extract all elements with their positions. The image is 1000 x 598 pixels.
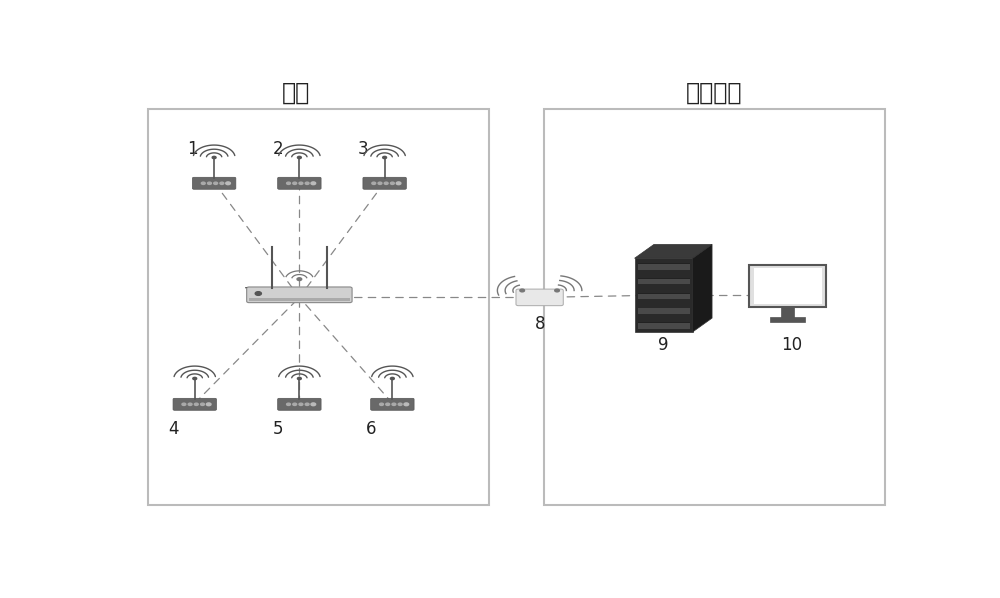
Bar [638, 323, 690, 329]
Circle shape [208, 182, 211, 184]
Circle shape [194, 403, 198, 405]
Circle shape [396, 182, 401, 185]
Circle shape [384, 182, 388, 184]
Circle shape [193, 377, 197, 380]
FancyBboxPatch shape [363, 177, 406, 190]
Bar [638, 293, 690, 294]
Circle shape [299, 403, 303, 405]
Bar [148, 109, 489, 505]
Circle shape [390, 182, 394, 184]
Bar [544, 109, 885, 505]
Circle shape [287, 182, 290, 184]
Bar [638, 264, 690, 270]
Circle shape [255, 292, 261, 295]
Circle shape [297, 156, 301, 158]
Bar [638, 307, 690, 309]
Text: 4: 4 [168, 420, 178, 438]
Circle shape [398, 403, 402, 405]
Bar [638, 278, 690, 279]
Text: 7: 7 [244, 286, 254, 304]
Circle shape [287, 403, 290, 405]
Bar [638, 263, 690, 264]
Circle shape [404, 403, 409, 405]
Circle shape [226, 182, 230, 185]
FancyBboxPatch shape [278, 177, 321, 190]
Circle shape [386, 403, 390, 405]
Circle shape [372, 182, 376, 184]
Circle shape [383, 156, 387, 158]
Circle shape [201, 182, 205, 184]
FancyBboxPatch shape [247, 287, 352, 303]
Text: 1: 1 [187, 140, 198, 158]
Circle shape [182, 403, 186, 405]
Circle shape [380, 403, 383, 405]
FancyBboxPatch shape [371, 398, 414, 410]
FancyBboxPatch shape [192, 177, 236, 190]
Bar [749, 265, 826, 307]
Circle shape [214, 182, 218, 184]
Circle shape [520, 289, 525, 292]
Circle shape [293, 182, 297, 184]
Circle shape [212, 156, 216, 158]
Text: 5: 5 [272, 420, 283, 438]
Circle shape [299, 182, 303, 184]
Polygon shape [635, 245, 712, 258]
Text: 总监控室: 总监控室 [686, 81, 742, 105]
FancyBboxPatch shape [635, 258, 693, 332]
Bar [638, 279, 690, 285]
Text: 10: 10 [781, 336, 802, 354]
Polygon shape [693, 245, 712, 332]
Bar [770, 317, 805, 322]
Bar [638, 309, 690, 314]
Circle shape [305, 182, 309, 184]
Circle shape [201, 403, 204, 405]
Circle shape [392, 403, 396, 405]
Circle shape [188, 403, 192, 405]
Bar [781, 307, 794, 318]
Text: 8: 8 [534, 315, 545, 333]
Text: 3: 3 [358, 140, 368, 158]
Circle shape [311, 403, 316, 405]
Bar [249, 298, 350, 301]
Text: 9: 9 [658, 336, 669, 354]
Bar [638, 294, 690, 299]
Text: 6: 6 [365, 420, 376, 438]
FancyBboxPatch shape [516, 289, 563, 306]
Circle shape [305, 403, 309, 405]
Circle shape [206, 403, 211, 405]
Circle shape [297, 277, 302, 280]
Circle shape [297, 377, 301, 380]
Circle shape [378, 182, 382, 184]
FancyBboxPatch shape [278, 398, 321, 410]
FancyBboxPatch shape [173, 398, 216, 410]
Bar [638, 322, 690, 323]
Bar [754, 268, 822, 304]
Circle shape [311, 182, 316, 185]
Text: 2: 2 [272, 140, 283, 158]
Text: 病房: 病房 [281, 81, 310, 105]
Circle shape [390, 377, 394, 380]
Circle shape [555, 289, 559, 292]
Circle shape [220, 182, 224, 184]
Circle shape [293, 403, 297, 405]
